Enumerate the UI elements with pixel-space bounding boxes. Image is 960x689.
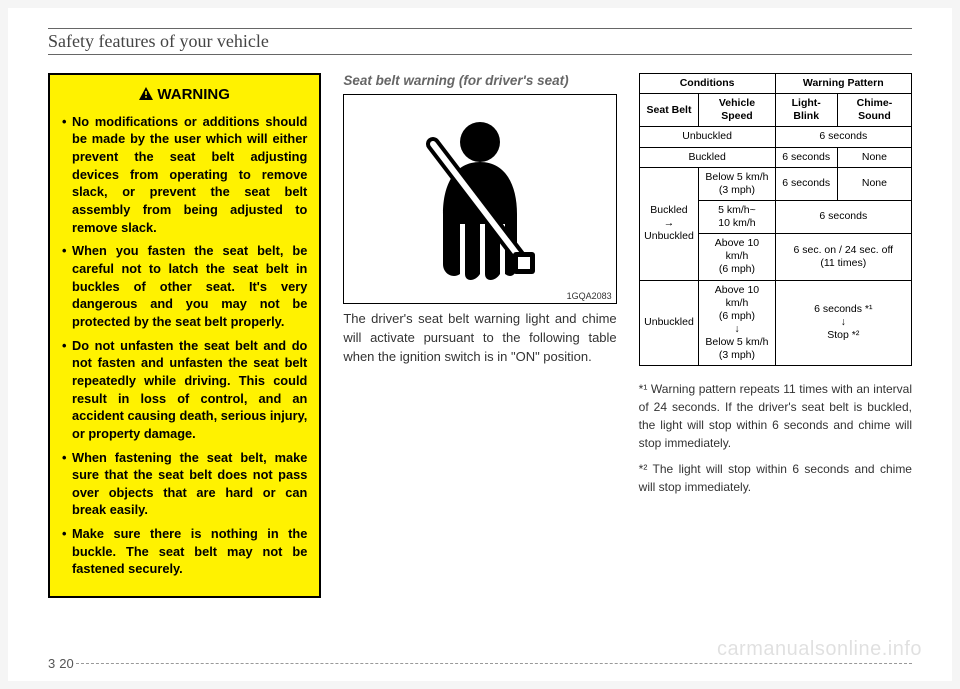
td-pattern: 6 seconds [775,127,911,147]
td-speed: Below 5 km/h (3 mph) [699,167,775,200]
header-rule: Safety features of your vehicle [48,28,912,55]
seatbelt-figure: 1GQA2083 [343,94,616,304]
td-pattern: 6 seconds *¹ ↓ Stop *² [775,280,911,366]
col-middle: Seat belt warning (for driver's seat) 1G… [343,73,616,598]
th-chime-sound: Chime-Sound [837,94,911,127]
td-label: Unbuckled [639,127,775,147]
td-speed: Above 10 km/h (6 mph) [699,234,775,280]
footnote-2: *² The light will stop within 6 seconds … [639,460,912,496]
th-seat-belt: Seat Belt [639,94,699,127]
td-label: Buckled [639,147,775,167]
table-row: Unbuckled 6 seconds [639,127,911,147]
watermark: carmanualsonline.info [717,638,922,661]
td-group: Unbuckled [639,280,699,366]
warning-pattern-table: Conditions Warning Pattern Seat Belt Veh… [639,73,912,366]
table-row: Seat Belt Vehicle Speed Light-Blink Chim… [639,94,911,127]
table-row: Buckled → Unbuckled Below 5 km/h (3 mph)… [639,167,911,200]
td-pattern: 6 seconds [775,200,911,233]
warning-item: When you fasten the seat belt, be carefu… [62,242,307,330]
footer-dashed-line [76,663,912,664]
down-arrow-icon: ↓ [703,323,770,336]
td-pat-top: 6 seconds *¹ [780,303,907,316]
td-speed: 5 km/h~ 10 km/h [699,200,775,233]
page: Safety features of your vehicle WARNING … [8,8,952,681]
th-conditions: Conditions [639,74,775,94]
page-num: 20 [59,656,73,671]
footnote-text: Warning pattern repeats 11 times with an… [639,382,912,450]
warning-heading: WARNING [62,85,307,107]
warning-label: WARNING [157,86,230,103]
table-row: Unbuckled Above 10 km/h (6 mph) ↓ Below … [639,280,911,366]
warning-item: Do not unfasten the seat belt and do not… [62,337,307,443]
td-light: 6 seconds [775,147,837,167]
th-warning-pattern: Warning Pattern [775,74,911,94]
td-light: 6 seconds [775,167,837,200]
col-right: Conditions Warning Pattern Seat Belt Veh… [639,73,912,598]
page-number: 3 20 [48,656,74,671]
figure-code: 1GQA2083 [567,291,612,301]
td-speed-bot: Below 5 km/h (3 mph) [703,336,770,362]
td-group: Buckled → Unbuckled [639,167,699,280]
td-pattern: 6 sec. on / 24 sec. off (11 times) [775,234,911,280]
td-chime: None [837,167,911,200]
footnote-1: *¹ Warning pattern repeats 11 times with… [639,380,912,452]
warning-box: WARNING No modifications or additions sh… [48,73,321,598]
warning-item: Make sure there is nothing in the buckle… [62,525,307,578]
col-left: WARNING No modifications or additions sh… [48,73,321,598]
table-row: Conditions Warning Pattern [639,74,911,94]
table-row: Buckled 6 seconds None [639,147,911,167]
page-title: Safety features of your vehicle [48,31,269,51]
footnotes: *¹ Warning pattern repeats 11 times with… [639,380,912,496]
td-pat-bot: Stop *² [780,329,907,342]
td-speed-top: Above 10 km/h (6 mph) [703,284,770,323]
down-arrow-icon: ↓ [780,316,907,329]
td-chime: None [837,147,911,167]
columns: WARNING No modifications or additions sh… [48,73,912,598]
footnote-text: The light will stop within 6 seconds and… [639,462,912,494]
warning-list: No modifications or additions should be … [62,113,307,578]
body-paragraph: The driver's seat belt warning light and… [343,310,616,367]
page-section: 3 [48,656,55,671]
th-light-blink: Light-Blink [775,94,837,127]
warning-item: No modifications or additions should be … [62,113,307,237]
th-vehicle-speed: Vehicle Speed [699,94,775,127]
subheading: Seat belt warning (for driver's seat) [343,73,616,88]
seatbelt-icon [405,114,555,284]
warning-icon [139,86,153,107]
td-speed: Above 10 km/h (6 mph) ↓ Below 5 km/h (3 … [699,280,775,366]
warning-item: When fastening the seat belt, make sure … [62,449,307,520]
